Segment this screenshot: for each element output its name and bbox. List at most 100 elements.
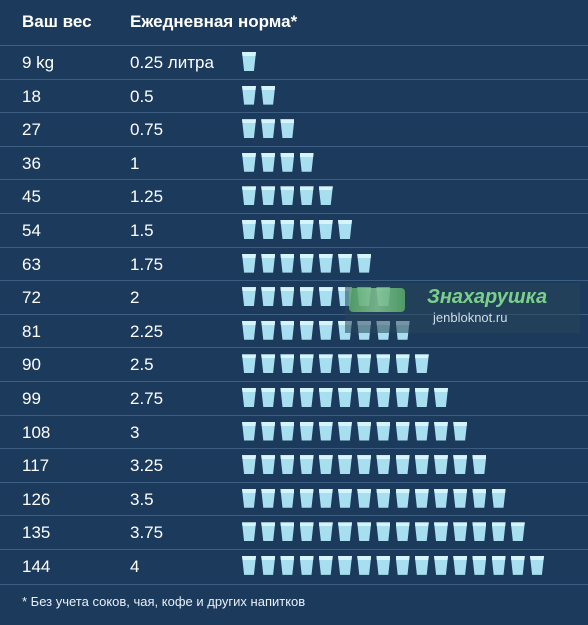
glass-icon xyxy=(357,354,372,374)
watermark: Знахарушка jenbloknot.ru xyxy=(345,283,580,333)
glass-icon xyxy=(261,287,276,307)
glass-icon xyxy=(280,152,295,172)
glass-icon xyxy=(299,354,314,374)
glass-icon xyxy=(280,488,295,508)
glass-icon xyxy=(242,488,256,508)
glass-icon xyxy=(242,119,256,139)
weight-cell: 72 xyxy=(22,288,41,308)
glass-icon xyxy=(414,488,429,508)
glass-icon xyxy=(376,488,391,508)
glass-icon xyxy=(280,119,295,139)
glass-icon xyxy=(357,455,372,475)
glass-icon xyxy=(280,219,295,239)
glass-icon xyxy=(242,287,256,307)
glass-icon xyxy=(261,119,276,139)
glass-icon xyxy=(434,421,448,441)
glass-icon xyxy=(434,555,448,575)
glass-icon xyxy=(242,421,256,441)
table-row: 90 2.5 xyxy=(0,347,588,381)
glass-icon xyxy=(376,387,391,407)
glass-icon xyxy=(491,488,506,508)
glass-icon xyxy=(299,522,314,542)
norm-cell: 2.75 xyxy=(130,388,164,408)
weight-cell: 9 kg xyxy=(22,53,55,72)
glass-icon xyxy=(280,522,295,542)
glass-icon xyxy=(318,488,333,508)
glass-icon xyxy=(510,522,525,542)
norm-cell: 0.75 xyxy=(130,120,164,140)
glass-icon xyxy=(318,387,333,407)
glass-icon xyxy=(395,522,410,542)
glass-icon xyxy=(453,555,468,575)
glass-icon xyxy=(472,555,487,575)
glass-icon xyxy=(472,522,487,542)
glass-icon xyxy=(261,421,276,441)
glass-icon xyxy=(414,455,429,475)
weight-cell: 81 xyxy=(22,321,41,341)
glass-icon xyxy=(261,152,276,172)
table-row: 63 1.75 xyxy=(0,246,588,281)
norm-cell: 1.75 xyxy=(130,254,164,274)
glass-icon xyxy=(491,555,506,575)
glass-icon xyxy=(338,522,352,542)
table-row: 117 3.25 xyxy=(0,448,588,482)
glass-icon xyxy=(280,253,295,273)
weight-cell: 63 xyxy=(22,254,41,274)
weight-column-header: Ваш вес xyxy=(22,12,92,31)
table-row: 18 0.5 xyxy=(0,78,588,113)
glass-icon xyxy=(338,253,352,273)
glass-icon xyxy=(472,488,487,508)
weight-cell: 99 xyxy=(22,388,41,408)
glass-icon xyxy=(318,253,333,273)
table-row: 108 3 xyxy=(0,414,588,449)
glass-icon xyxy=(395,387,410,407)
norm-cell: 3 xyxy=(130,422,140,442)
glass-icon xyxy=(261,354,276,374)
norm-cell: 2.5 xyxy=(130,355,154,375)
glass-icon xyxy=(395,455,410,475)
glass-icon xyxy=(280,555,295,575)
glass-icon xyxy=(280,421,295,441)
glass-icon xyxy=(261,555,276,575)
glass-icon xyxy=(453,455,468,475)
glass-icon xyxy=(242,253,256,273)
glass-icon xyxy=(299,488,314,508)
norm-cell: 4 xyxy=(130,556,140,576)
glass-icon xyxy=(299,152,314,172)
glass-icon xyxy=(510,555,525,575)
norm-cell: 3.5 xyxy=(130,489,154,509)
table-row: 36 1 xyxy=(0,145,588,180)
glass-icon xyxy=(261,219,276,239)
glass-icon xyxy=(434,522,448,542)
glass-icon xyxy=(338,354,352,374)
glass-icon xyxy=(242,387,256,407)
glass-icon xyxy=(280,287,295,307)
glass-icon xyxy=(242,152,256,172)
glass-icon xyxy=(453,522,468,542)
glass-icon xyxy=(261,320,276,340)
weight-cell: 108 xyxy=(22,422,51,442)
glass-icon xyxy=(242,455,256,475)
glass-icon xyxy=(491,522,506,542)
watermark-name: Знахарушка xyxy=(427,286,548,308)
norm-cell: 2.25 xyxy=(130,321,164,341)
glass-icon xyxy=(338,387,352,407)
weight-cell: 144 xyxy=(22,556,51,576)
glass-icon xyxy=(299,287,314,307)
glass-icon xyxy=(357,522,372,542)
table-row: 135 3.75 xyxy=(0,515,588,549)
glass-icon xyxy=(261,488,276,508)
glass-icon xyxy=(376,455,391,475)
glass-icon xyxy=(242,522,256,542)
glass-icon xyxy=(299,320,314,340)
divider xyxy=(0,584,588,585)
glass-icon xyxy=(530,555,544,575)
glass-icon xyxy=(261,455,276,475)
glass-icon xyxy=(280,354,295,374)
glass-icon xyxy=(261,186,276,206)
weight-cell: 126 xyxy=(22,489,51,509)
glass-icon xyxy=(414,555,429,575)
glass-icon xyxy=(357,387,372,407)
table-row: 45 1.25 xyxy=(0,179,588,213)
glass-icon xyxy=(299,219,314,239)
